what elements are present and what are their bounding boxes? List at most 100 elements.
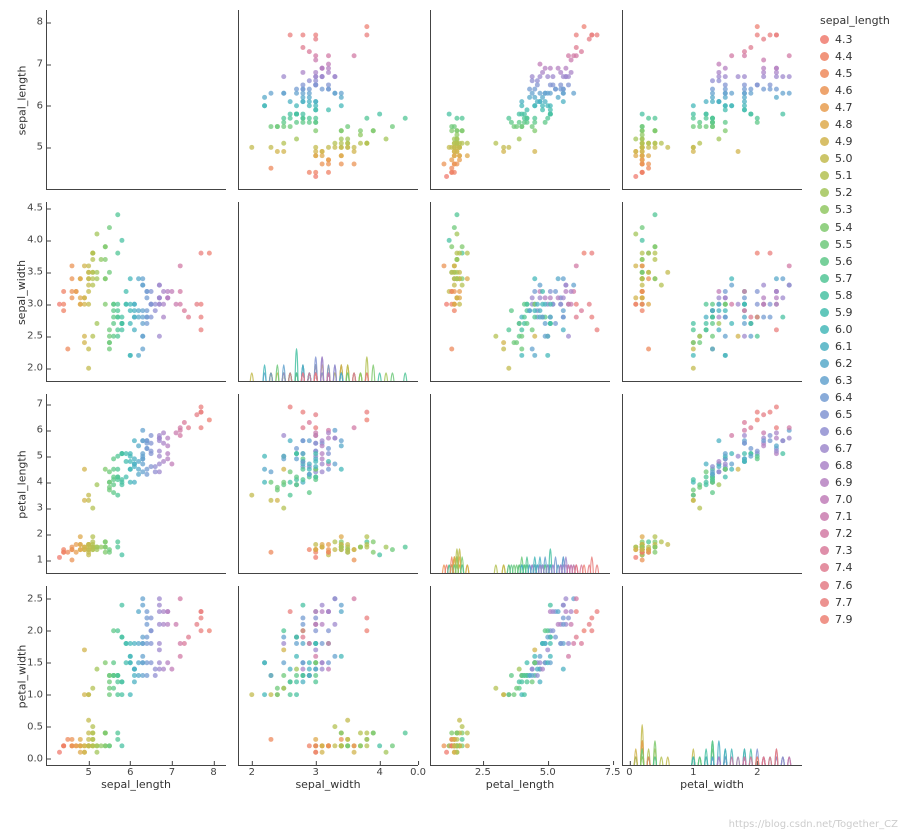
legend-item: 5.7 [820, 270, 890, 287]
ytick: 4.5 [27, 203, 47, 214]
legend-item: 6.9 [820, 474, 890, 491]
xtick: 6 [127, 765, 133, 778]
legend-title: sepal_length [820, 14, 890, 27]
legend-dot-icon [820, 546, 829, 555]
legend-dot-icon [820, 308, 829, 317]
legend-label: 7.0 [835, 491, 853, 508]
legend-label: 7.4 [835, 559, 853, 576]
legend-dot-icon [820, 410, 829, 419]
legend-item: 5.0 [820, 150, 890, 167]
legend-item: 5.2 [820, 184, 890, 201]
legend-dot-icon [820, 444, 829, 453]
legend-label: 6.3 [835, 372, 853, 389]
ytick: 2.5 [27, 331, 47, 342]
legend-label: 4.7 [835, 99, 853, 116]
panel-petal_length-vs-sepal_length: 1234567 [46, 394, 226, 574]
ytick: 3 [37, 503, 47, 514]
legend-dot-icon [820, 35, 829, 44]
legend-label: 6.9 [835, 474, 853, 491]
legend-item: 4.7 [820, 99, 890, 116]
legend-dot-icon [820, 52, 829, 61]
panel-sepal_length-vs-petal_length [430, 10, 610, 190]
legend-item: 5.6 [820, 253, 890, 270]
legend-dot-icon [820, 529, 829, 538]
legend-label: 4.4 [835, 48, 853, 65]
legend-dot-icon [820, 291, 829, 300]
xtick: 5 [85, 765, 91, 778]
legend-dot-icon [820, 427, 829, 436]
ytick: 4 [37, 477, 47, 488]
watermark-text: https://blog.csdn.net/Together_CZ [729, 819, 898, 830]
ylabel-petal_length: petal_length [10, 394, 34, 574]
legend-dot-icon [820, 154, 829, 163]
legend-dot-icon [820, 512, 829, 521]
legend: sepal_length 4.34.44.54.64.74.84.95.05.1… [820, 14, 890, 628]
legend-label: 6.1 [835, 338, 853, 355]
legend-item: 4.4 [820, 48, 890, 65]
legend-dot-icon [820, 171, 829, 180]
legend-label: 6.6 [835, 423, 853, 440]
ylabel-petal_width: petal_width [10, 586, 34, 766]
legend-dot-icon [820, 478, 829, 487]
pairplot-grid: sepal_length5678sepal_width2.02.53.03.54… [10, 10, 802, 802]
legend-label: 7.9 [835, 611, 853, 628]
panel-petal_width-vs-sepal_width: 234 [238, 586, 418, 766]
legend-label: 4.6 [835, 82, 853, 99]
legend-dot-icon [820, 205, 829, 214]
xtick: 0.0 [410, 765, 426, 778]
xlabel-petal_length: petal_length [430, 778, 610, 802]
legend-label: 4.5 [835, 65, 853, 82]
xlabel-sepal_length: sepal_length [46, 778, 226, 802]
legend-label: 6.4 [835, 389, 853, 406]
legend-item: 6.4 [820, 389, 890, 406]
panel-sepal_length-vs-sepal_width [238, 10, 418, 190]
legend-item: 4.6 [820, 82, 890, 99]
legend-item: 6.1 [820, 338, 890, 355]
legend-dot-icon [820, 120, 829, 129]
legend-label: 6.0 [835, 321, 853, 338]
ytick: 2.0 [27, 363, 47, 374]
legend-label: 6.7 [835, 440, 853, 457]
legend-item: 6.7 [820, 440, 890, 457]
ytick: 3.0 [27, 299, 47, 310]
ytick: 7 [37, 399, 47, 410]
legend-label: 7.3 [835, 542, 853, 559]
legend-label: 7.2 [835, 525, 853, 542]
panel-petal_width-vs-petal_length: 0.02.55.07.5 [430, 586, 610, 766]
legend-dot-icon [820, 137, 829, 146]
legend-item: 7.6 [820, 577, 890, 594]
legend-item: 7.1 [820, 508, 890, 525]
legend-dot-icon [820, 615, 829, 624]
legend-label: 5.5 [835, 236, 853, 253]
legend-dot-icon [820, 325, 829, 334]
xtick: 7 [169, 765, 175, 778]
legend-dot-icon [820, 342, 829, 351]
legend-dot-icon [820, 274, 829, 283]
legend-item: 5.9 [820, 304, 890, 321]
ytick: 3.5 [27, 267, 47, 278]
legend-item: 7.9 [820, 611, 890, 628]
legend-item: 5.1 [820, 167, 890, 184]
legend-item: 7.2 [820, 525, 890, 542]
ylabel-sepal_width: sepal_width [10, 202, 34, 382]
legend-label: 7.1 [835, 508, 853, 525]
legend-label: 4.9 [835, 133, 853, 150]
ytick: 5 [37, 142, 47, 153]
panel-sepal_width-vs-sepal_length: 2.02.53.03.54.04.5 [46, 202, 226, 382]
legend-label: 5.0 [835, 150, 853, 167]
ytick: 2.5 [27, 593, 47, 604]
legend-dot-icon [820, 103, 829, 112]
legend-dot-icon [820, 393, 829, 402]
legend-label: 5.1 [835, 167, 853, 184]
legend-item: 7.4 [820, 559, 890, 576]
legend-dot-icon [820, 188, 829, 197]
ytick: 5 [37, 451, 47, 462]
legend-dot-icon [820, 359, 829, 368]
legend-item: 7.7 [820, 594, 890, 611]
legend-item: 6.6 [820, 423, 890, 440]
legend-label: 4.3 [835, 31, 853, 48]
xtick: 4 [376, 765, 382, 778]
legend-item: 4.3 [820, 31, 890, 48]
panel-petal_length-vs-sepal_width [238, 394, 418, 574]
ytick: 6 [37, 425, 47, 436]
